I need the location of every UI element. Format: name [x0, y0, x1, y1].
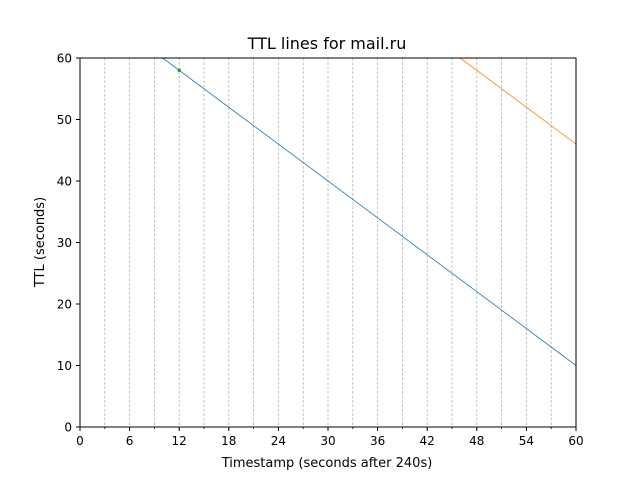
- chart-title: TTL lines for mail.ru: [247, 34, 407, 53]
- y-axis-label: TTL (seconds): [33, 197, 48, 288]
- plot-series: [162, 58, 576, 366]
- y-axis-ticks: 0 10 20 30 40 50 60: [57, 52, 80, 435]
- x-tick-label: 24: [271, 434, 286, 448]
- x-axis-label: Timestamp (seconds after 240s): [221, 456, 433, 471]
- y-tick-label: 50: [57, 113, 72, 127]
- x-tick-label: 54: [519, 434, 534, 448]
- y-tick-label: 60: [57, 52, 72, 66]
- data-point: [177, 68, 181, 73]
- y-tick-label: 20: [57, 298, 72, 312]
- series-line-2: [460, 58, 576, 145]
- grid: [104, 58, 552, 427]
- x-tick-label: 6: [126, 434, 134, 448]
- x-tick-label: 12: [172, 434, 187, 448]
- x-tick-label: 0: [76, 434, 84, 448]
- y-tick-label: 30: [57, 236, 72, 250]
- x-tick-label: 48: [469, 434, 484, 448]
- x-tick-label: 42: [420, 434, 435, 448]
- x-axis-ticks: 0 6 12 18 24 30 36 42 48 54 60: [76, 427, 584, 448]
- x-tick-label: 30: [320, 434, 335, 448]
- y-tick-label: 0: [64, 421, 72, 435]
- series-line-1: [162, 58, 576, 366]
- x-tick-label: 60: [568, 434, 583, 448]
- x-tick-label: 18: [221, 434, 236, 448]
- x-tick-label: 36: [370, 434, 385, 448]
- y-tick-label: 10: [57, 359, 72, 373]
- y-tick-label: 40: [57, 175, 72, 189]
